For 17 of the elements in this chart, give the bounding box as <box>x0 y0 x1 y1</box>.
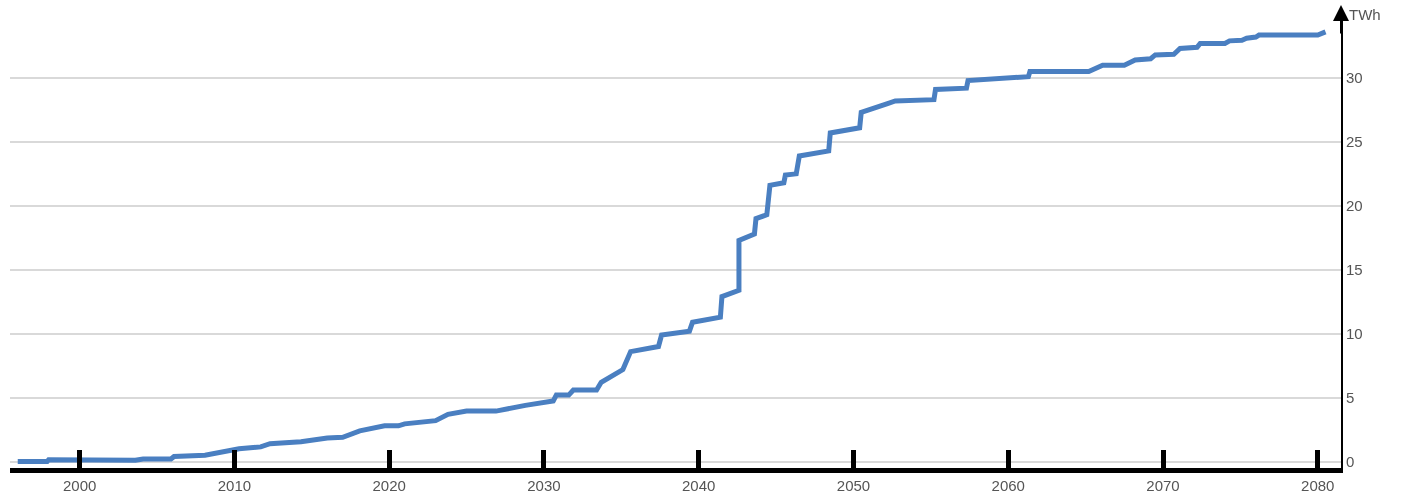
y-tick-label: 15 <box>1346 261 1363 279</box>
y-tick-label: 5 <box>1346 388 1355 406</box>
x-tick-label: 2060 <box>991 477 1025 494</box>
y-tick-label: 25 <box>1346 133 1363 151</box>
y-tick-label: 0 <box>1346 452 1355 470</box>
x-tick-label: 2080 <box>1301 477 1335 494</box>
y-tick-label: 20 <box>1346 197 1363 215</box>
x-tick-label: 2040 <box>682 477 716 494</box>
y-tick-label: 10 <box>1346 324 1363 342</box>
x-tick-label: 2030 <box>527 477 561 494</box>
x-tick-label: 2020 <box>372 477 406 494</box>
x-tick-label: 2050 <box>836 477 871 494</box>
x-tick-label: 2070 <box>1146 477 1180 494</box>
x-tick-label: 2000 <box>62 477 97 494</box>
x-tick-label: 2010 <box>217 477 252 494</box>
y-tick-label: 30 <box>1346 69 1363 87</box>
y-axis-title: TWh <box>1349 6 1381 23</box>
